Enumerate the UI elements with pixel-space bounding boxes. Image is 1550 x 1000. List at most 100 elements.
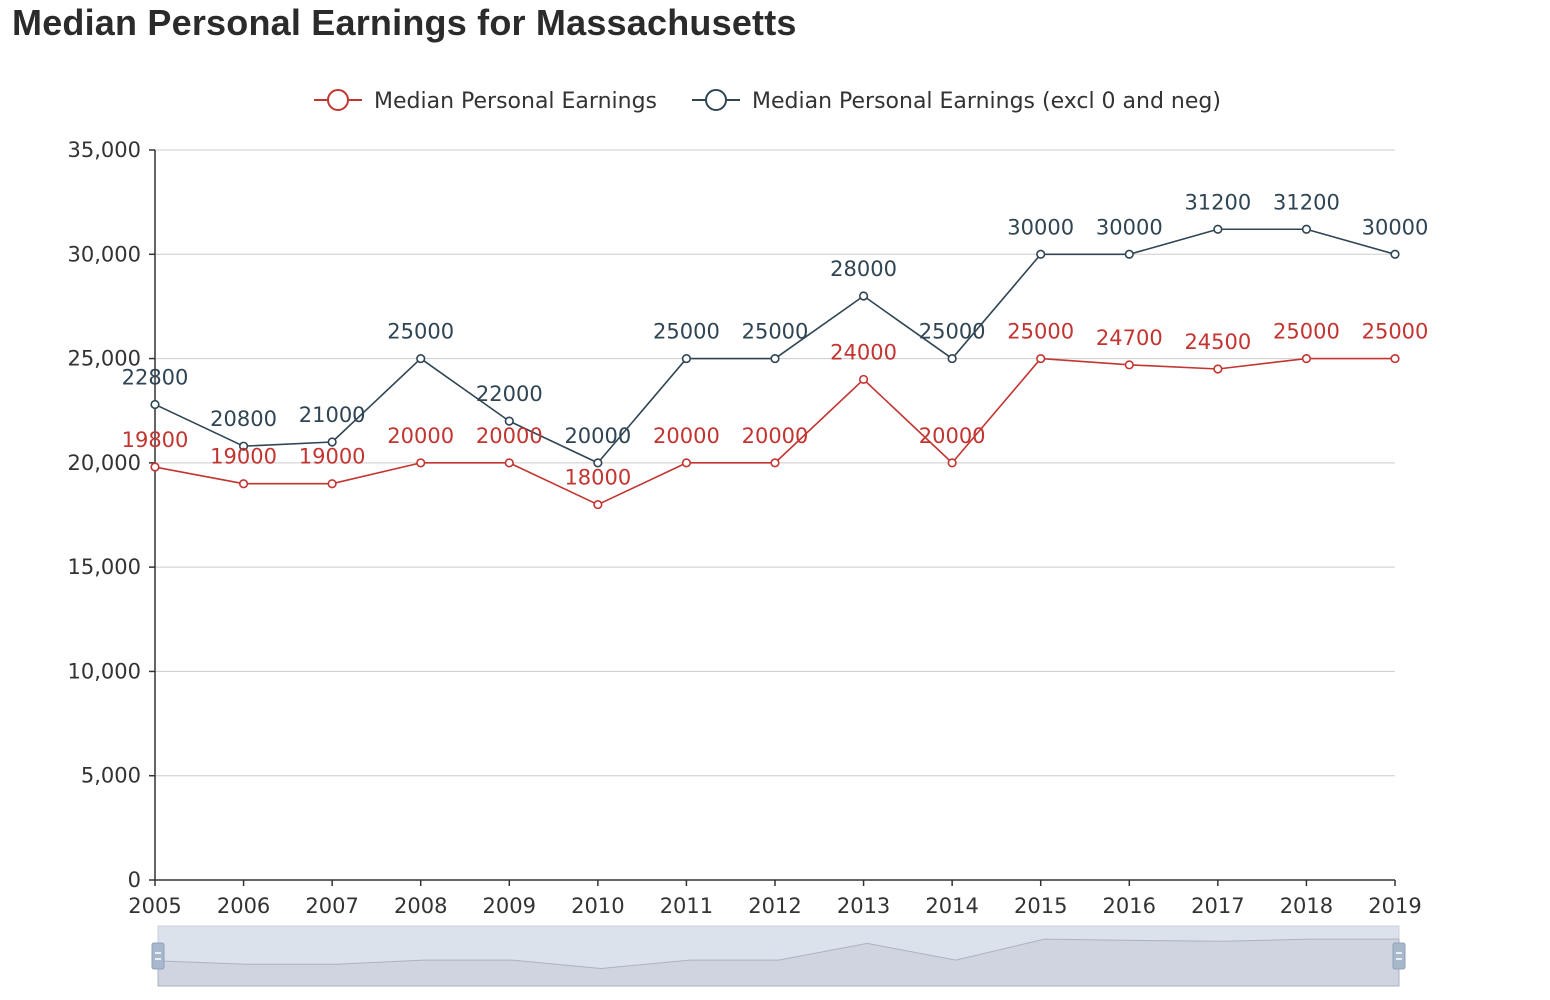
data-label: 19800 bbox=[122, 428, 189, 452]
data-point bbox=[770, 458, 780, 468]
legend-marker bbox=[327, 89, 349, 111]
data-point bbox=[416, 353, 426, 364]
legend[interactable]: Median Personal Earnings Median Personal … bbox=[314, 89, 1221, 114]
zoom-handle-right[interactable] bbox=[1392, 942, 1406, 970]
data-point bbox=[1124, 249, 1134, 259]
data-label: 19000 bbox=[299, 445, 366, 469]
data-point bbox=[150, 462, 160, 472]
y-tick-label: 10,000 bbox=[68, 659, 141, 683]
x-tick-label: 2017 bbox=[1191, 894, 1244, 918]
data-label: 25000 bbox=[1007, 320, 1074, 344]
data-point bbox=[327, 479, 337, 489]
data-label: 25000 bbox=[1362, 320, 1429, 344]
data-point bbox=[150, 399, 160, 410]
x-tick-label: 2012 bbox=[748, 894, 801, 918]
data-label: 25000 bbox=[653, 320, 720, 344]
data-label: 25000 bbox=[742, 320, 809, 344]
data-label: 20000 bbox=[476, 424, 543, 448]
legend-item[interactable]: Median Personal Earnings (excl 0 and neg… bbox=[692, 89, 1221, 114]
x-tick-label: 2006 bbox=[217, 894, 270, 918]
data-labels: 19800 19000 19000 20000 20000 18000 20000 20000… bbox=[122, 190, 1429, 489]
data-label: 24500 bbox=[1184, 330, 1251, 354]
data-point bbox=[947, 458, 957, 468]
y-tick-label: 30,000 bbox=[68, 242, 141, 266]
data-point bbox=[1301, 353, 1312, 364]
data-point bbox=[504, 458, 514, 468]
data-point bbox=[1124, 360, 1134, 370]
data-point bbox=[416, 458, 426, 468]
x-tick-label: 2005 bbox=[128, 894, 181, 918]
data-point bbox=[1036, 249, 1046, 259]
zoom-preview-area bbox=[157, 938, 1400, 987]
data-label: 30000 bbox=[1007, 215, 1074, 239]
data-label: 19000 bbox=[210, 445, 277, 469]
data-point bbox=[1390, 249, 1400, 259]
y-tick-label: 35,000 bbox=[68, 138, 141, 162]
zoom-handle-grip bbox=[151, 942, 165, 970]
data-label: 30000 bbox=[1362, 215, 1429, 239]
legend-label: Median Personal Earnings (excl 0 and neg… bbox=[752, 89, 1221, 114]
x-axis: 2005 2006 2007 2008 2009 2010 2011 2012 2013 2014… bbox=[128, 879, 1422, 918]
x-tick-label: 2011 bbox=[660, 894, 713, 918]
y-tick-label: 25,000 bbox=[68, 347, 141, 371]
data-point bbox=[1390, 353, 1400, 364]
data-label: 18000 bbox=[564, 466, 631, 490]
x-tick-label: 2008 bbox=[394, 894, 447, 918]
data-label: 25000 bbox=[1273, 320, 1340, 344]
data-point bbox=[858, 374, 869, 385]
data-point bbox=[593, 499, 603, 510]
data-point bbox=[858, 291, 869, 301]
data-label: 24700 bbox=[1096, 326, 1163, 350]
data-point bbox=[770, 353, 780, 364]
data-point bbox=[593, 458, 603, 468]
data-point bbox=[238, 441, 249, 451]
data-label: 20000 bbox=[742, 424, 809, 448]
data-zoom-slider[interactable] bbox=[151, 925, 1406, 987]
data-point bbox=[504, 416, 514, 426]
data-point bbox=[1213, 364, 1223, 374]
legend-item[interactable]: Median Personal Earnings bbox=[314, 89, 657, 114]
data-label: 22000 bbox=[476, 382, 543, 406]
legend-marker bbox=[705, 89, 727, 111]
legend-label: Median Personal Earnings bbox=[374, 89, 657, 114]
data-point bbox=[238, 479, 249, 489]
series-layer bbox=[150, 224, 1400, 510]
data-label: 20000 bbox=[653, 424, 720, 448]
data-label: 20000 bbox=[919, 424, 986, 448]
x-tick-label: 2018 bbox=[1280, 894, 1333, 918]
y-tick-label: 5,000 bbox=[81, 764, 141, 788]
data-label: 20800 bbox=[210, 407, 277, 431]
data-point bbox=[1036, 353, 1046, 364]
x-tick-label: 2014 bbox=[925, 894, 978, 918]
data-point bbox=[681, 458, 692, 468]
data-label: 30000 bbox=[1096, 215, 1163, 239]
data-label: 28000 bbox=[830, 257, 897, 281]
data-label: 31200 bbox=[1273, 190, 1340, 214]
y-tick-label: 0 bbox=[128, 868, 141, 892]
data-label: 21000 bbox=[299, 403, 366, 427]
x-tick-label: 2015 bbox=[1014, 894, 1067, 918]
x-tick-label: 2007 bbox=[305, 894, 358, 918]
data-point bbox=[1213, 224, 1223, 234]
data-label: 25000 bbox=[387, 320, 454, 344]
data-label: 25000 bbox=[919, 320, 986, 344]
data-label: 24000 bbox=[830, 340, 897, 364]
data-label: 20000 bbox=[564, 424, 631, 448]
data-label: 31200 bbox=[1184, 190, 1251, 214]
data-point bbox=[947, 353, 957, 364]
data-point bbox=[327, 437, 337, 447]
x-tick-label: 2013 bbox=[837, 894, 890, 918]
data-label: 22800 bbox=[122, 365, 189, 389]
x-tick-label: 2010 bbox=[571, 894, 624, 918]
data-point bbox=[1301, 224, 1312, 234]
y-axis: 0 5,000 10,000 15,000 20,000 25,000 30,000 35,0… bbox=[68, 138, 156, 892]
y-tick-label: 15,000 bbox=[68, 555, 141, 579]
y-tick-label: 20,000 bbox=[68, 451, 141, 475]
zoom-handle-left[interactable] bbox=[151, 942, 165, 970]
x-tick-label: 2019 bbox=[1368, 894, 1421, 918]
chart-title: Median Personal Earnings for Massachuset… bbox=[12, 2, 797, 43]
x-tick-label: 2016 bbox=[1103, 894, 1156, 918]
data-point bbox=[681, 353, 692, 364]
zoom-handle-grip bbox=[1392, 942, 1406, 970]
